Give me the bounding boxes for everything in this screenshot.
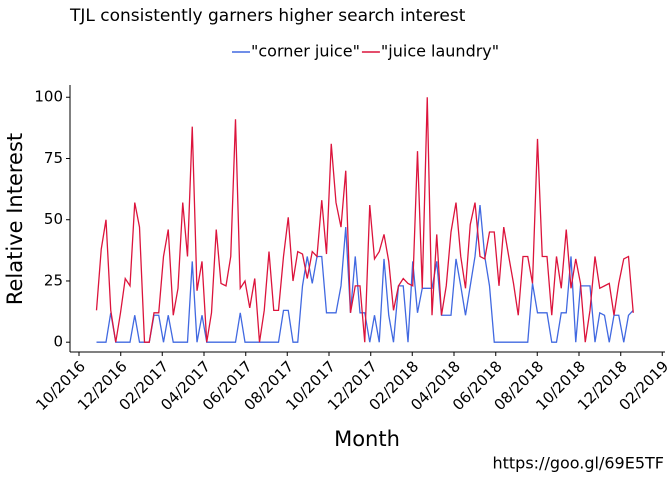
y-tick-label: 25 xyxy=(44,271,63,289)
y-tick-label: 75 xyxy=(44,149,63,167)
series-line xyxy=(96,204,634,343)
legend-label: "corner juice" xyxy=(251,42,360,61)
y-tick-label: 50 xyxy=(44,210,63,228)
y-tick-label: 100 xyxy=(34,88,63,106)
x-axis-label: Month xyxy=(334,427,400,451)
y-axis-label: Relative Interest xyxy=(3,133,27,305)
caption: https://goo.gl/69E5TF xyxy=(492,454,664,473)
y-tick-label: 0 xyxy=(53,333,63,351)
series-line xyxy=(95,97,634,343)
chart-title: TJL consistently garners higher search i… xyxy=(69,6,466,26)
legend-label: "juice laundry" xyxy=(381,42,499,61)
